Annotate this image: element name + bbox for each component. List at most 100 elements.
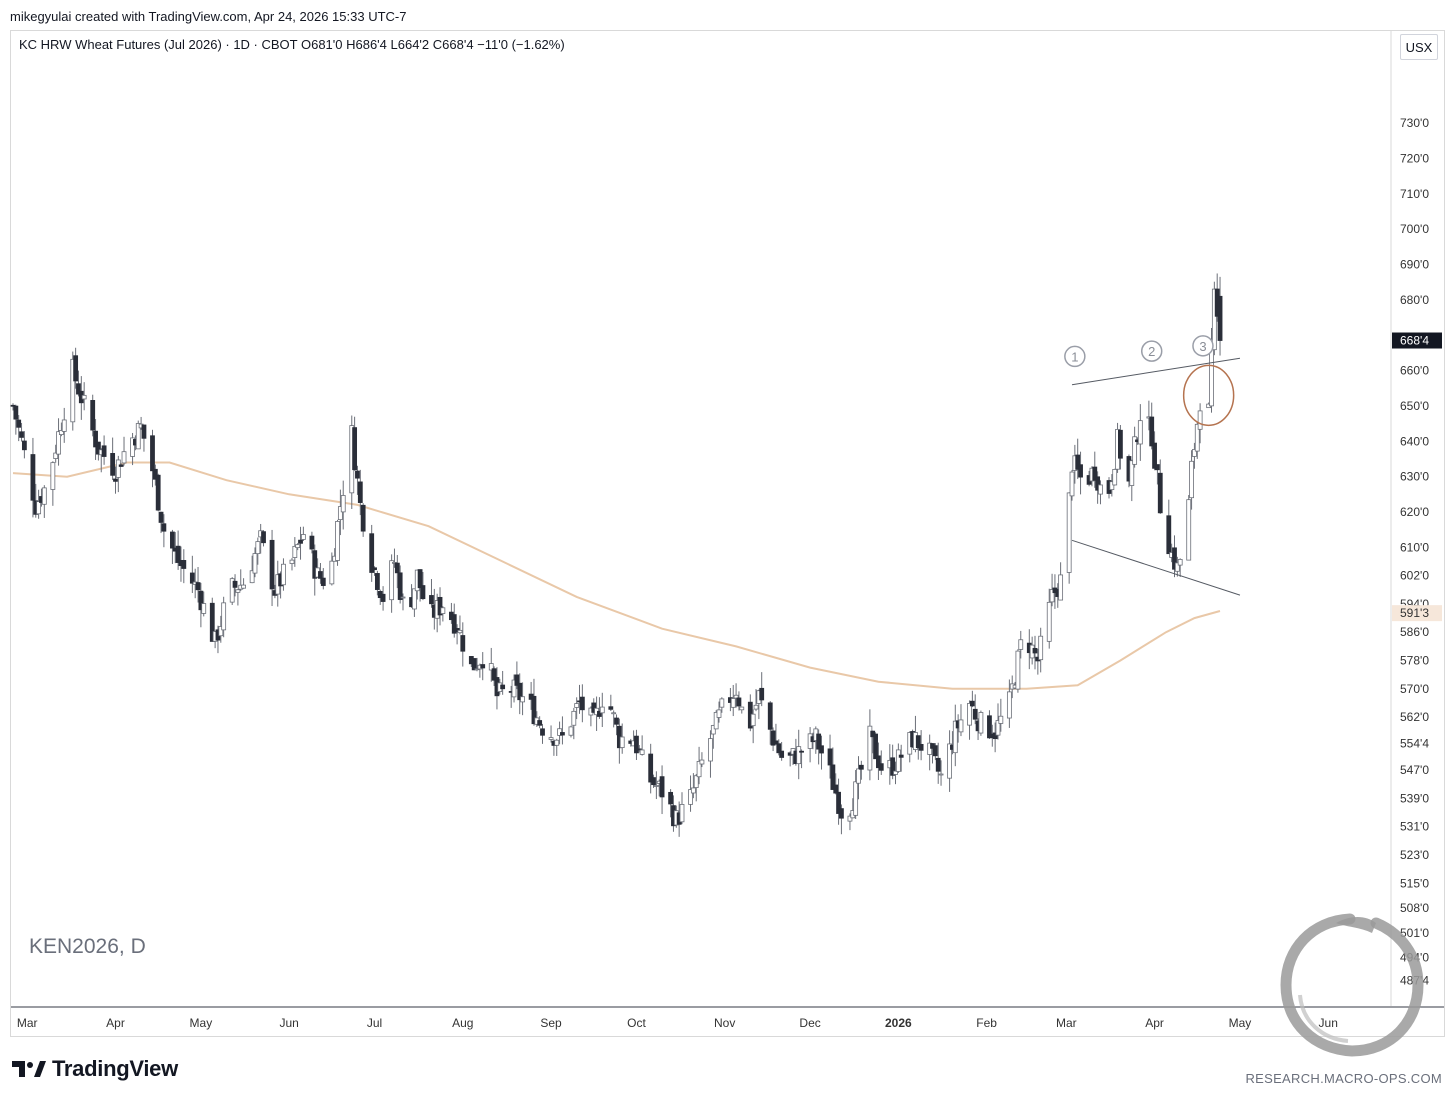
brand-name: TradingView bbox=[52, 1056, 178, 1081]
candle-up bbox=[690, 787, 696, 794]
candle-up bbox=[796, 746, 802, 765]
candle-down bbox=[355, 470, 360, 479]
candle-down bbox=[779, 750, 785, 758]
candle-up bbox=[255, 541, 261, 555]
candle-down bbox=[21, 440, 27, 451]
y-tick-label: 501'0 bbox=[1400, 926, 1429, 940]
candle-up bbox=[300, 534, 306, 540]
candle-up bbox=[1058, 574, 1064, 601]
y-tick-label: 630'0 bbox=[1400, 470, 1429, 484]
candle-down bbox=[141, 424, 147, 439]
candle-up bbox=[733, 694, 739, 699]
candle-down bbox=[269, 539, 275, 590]
candle-down bbox=[181, 560, 187, 569]
tradingview-brand[interactable]: TradingView bbox=[12, 1056, 178, 1082]
candle-down bbox=[597, 710, 602, 717]
candle-up bbox=[337, 506, 343, 521]
candle-down bbox=[397, 572, 403, 600]
wave-marker-label: 2 bbox=[1148, 344, 1155, 359]
candle-down bbox=[1172, 547, 1177, 570]
candle-up bbox=[201, 603, 207, 614]
candle-up bbox=[571, 710, 577, 726]
candle-up bbox=[753, 704, 759, 710]
candle-up bbox=[58, 430, 64, 436]
y-tick-label: 539'0 bbox=[1400, 791, 1429, 805]
x-tick-label: Feb bbox=[976, 1016, 997, 1030]
candle-down bbox=[372, 567, 377, 571]
candle-up bbox=[679, 804, 685, 823]
candle-down bbox=[320, 577, 326, 586]
last-price-label: 668'4 bbox=[1400, 334, 1429, 348]
candle-up bbox=[130, 437, 135, 457]
candle-down bbox=[110, 453, 116, 476]
candle-up bbox=[218, 626, 224, 637]
candle-down bbox=[189, 572, 195, 584]
candle-up bbox=[1006, 691, 1012, 719]
candle-up bbox=[599, 706, 605, 714]
y-tick-label: 602'0 bbox=[1400, 569, 1429, 583]
x-tick-label: Jun bbox=[1319, 1016, 1338, 1030]
candle-down bbox=[1078, 464, 1083, 478]
y-tick-label: 531'0 bbox=[1400, 820, 1429, 834]
y-tick-label: 690'0 bbox=[1400, 257, 1429, 271]
candle-up bbox=[688, 789, 693, 805]
candle-down bbox=[500, 684, 506, 690]
y-tick-label: 660'0 bbox=[1400, 364, 1429, 378]
candle-up bbox=[1177, 559, 1183, 566]
candle-up bbox=[1069, 471, 1075, 497]
y-tick-label: 508'0 bbox=[1400, 901, 1429, 915]
candle-up bbox=[440, 607, 446, 614]
candle-down bbox=[451, 614, 457, 634]
candle-down bbox=[816, 733, 822, 750]
ouroboros-seal bbox=[1280, 913, 1424, 1057]
candle-down bbox=[155, 474, 161, 511]
candle-up bbox=[50, 462, 56, 490]
y-tick-label: 680'0 bbox=[1400, 293, 1429, 307]
candle-down bbox=[759, 687, 765, 701]
candle-down bbox=[651, 777, 656, 786]
candle-up bbox=[947, 743, 952, 779]
candle-up bbox=[557, 728, 562, 736]
ma-line bbox=[12, 461, 1221, 690]
candle-down bbox=[232, 580, 238, 588]
candle-down bbox=[890, 757, 896, 776]
candle-down bbox=[374, 573, 380, 590]
candle-up bbox=[389, 560, 395, 601]
candle-down bbox=[517, 682, 523, 701]
candle-up bbox=[53, 452, 59, 459]
candles-layer bbox=[10, 273, 1223, 837]
candle-down bbox=[648, 753, 654, 783]
candle-up bbox=[867, 725, 873, 771]
candle-up bbox=[1046, 601, 1052, 642]
candle-down bbox=[773, 740, 779, 745]
candle-down bbox=[101, 445, 107, 457]
candle-down bbox=[429, 595, 434, 605]
candle-down bbox=[1157, 472, 1163, 514]
candle-up bbox=[938, 773, 944, 776]
candle-up bbox=[1129, 460, 1135, 486]
candle-down bbox=[161, 523, 167, 532]
y-tick-label: 554'4 bbox=[1400, 737, 1429, 751]
candle-down bbox=[394, 562, 400, 574]
candle-down bbox=[918, 743, 924, 751]
candle-up bbox=[340, 495, 346, 513]
candle-up bbox=[1049, 589, 1055, 603]
candle-up bbox=[927, 742, 933, 755]
candle-down bbox=[76, 383, 81, 395]
candle-up bbox=[1015, 650, 1021, 690]
moving-average-layer bbox=[12, 461, 1221, 690]
candle-up bbox=[1018, 639, 1024, 650]
currency-button[interactable]: USX bbox=[1400, 34, 1438, 60]
y-tick-label: 586'0 bbox=[1400, 625, 1429, 639]
candle-down bbox=[1095, 476, 1101, 491]
y-tick-label: 562'0 bbox=[1400, 710, 1429, 724]
wave-marker-circle bbox=[1140, 340, 1163, 362]
candle-down bbox=[799, 750, 804, 753]
candle-down bbox=[873, 733, 878, 760]
candle-down bbox=[1092, 466, 1098, 481]
candle-up bbox=[611, 712, 617, 715]
candle-up bbox=[61, 419, 67, 432]
candle-down bbox=[312, 550, 318, 579]
x-tick-label: Nov bbox=[714, 1016, 735, 1030]
